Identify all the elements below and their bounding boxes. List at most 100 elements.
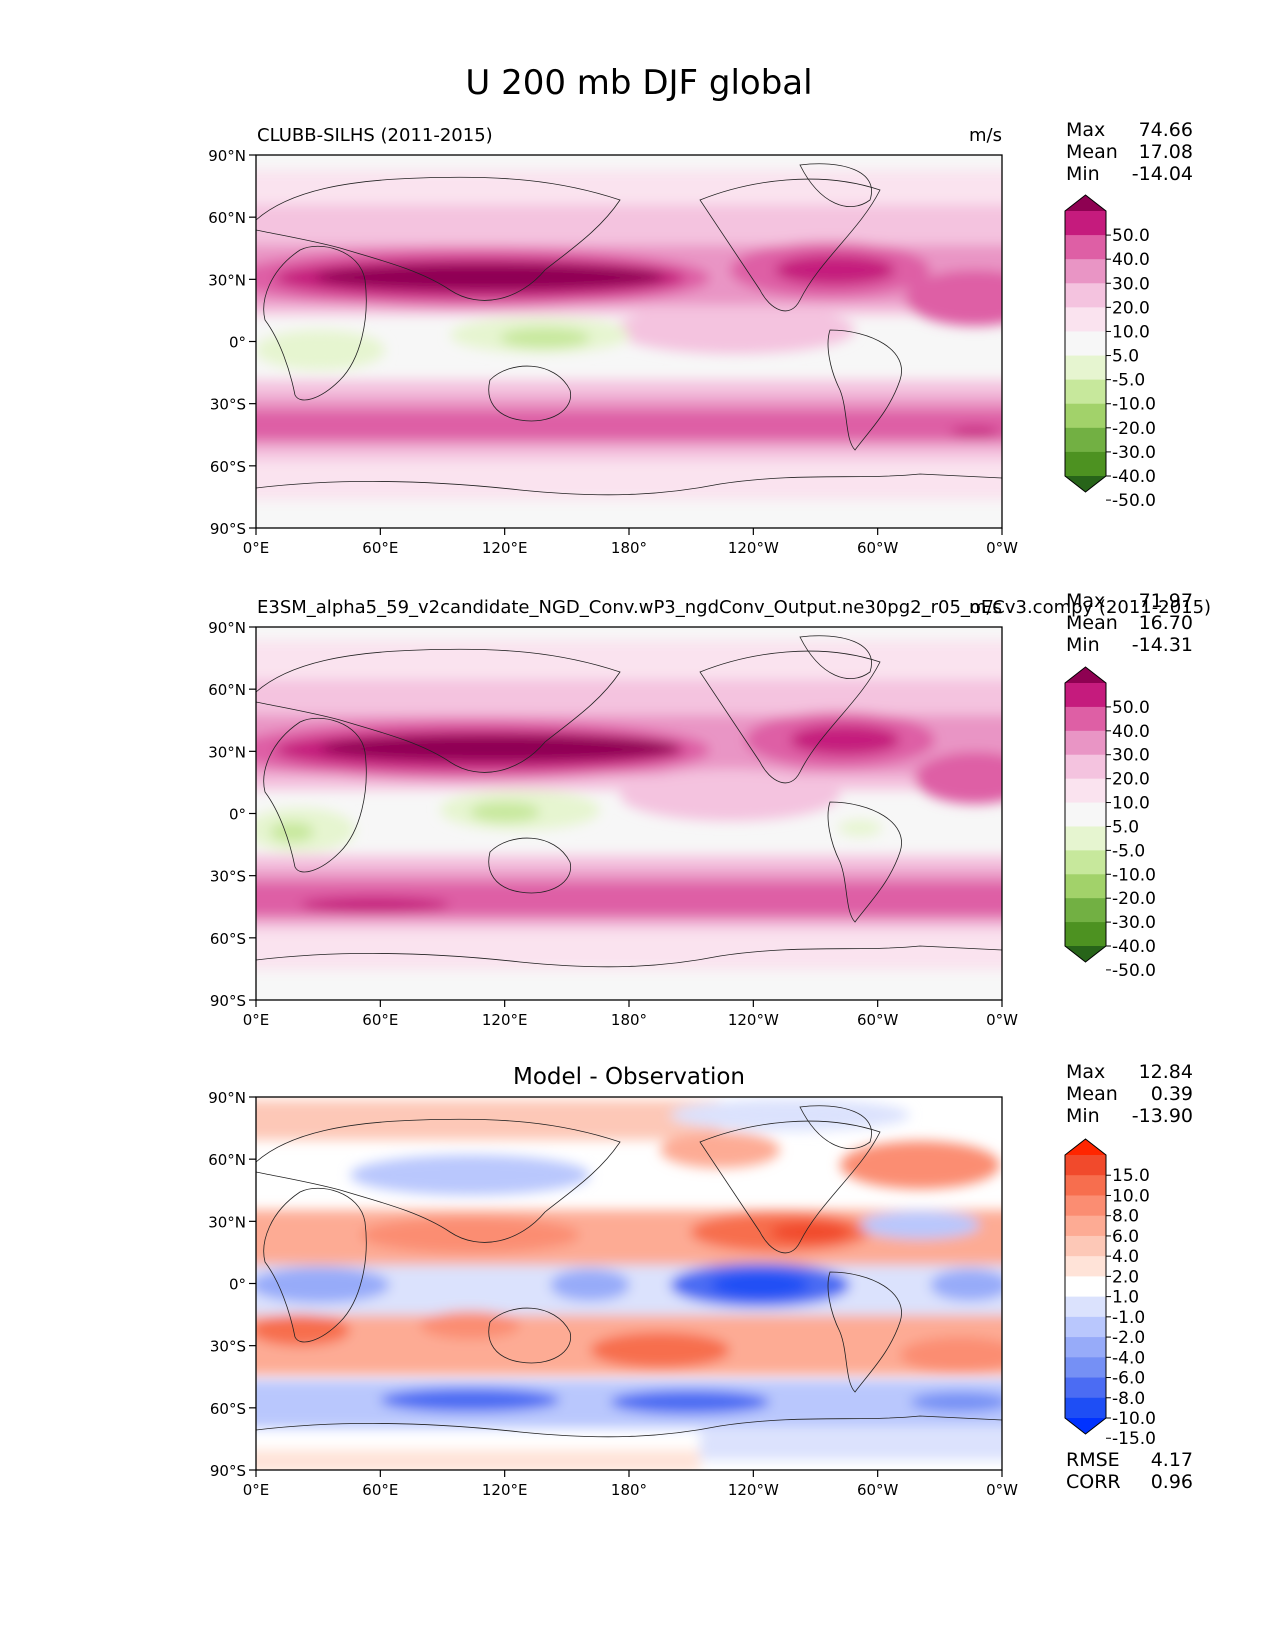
lon-tick-label: 0°W — [986, 1481, 1018, 1499]
colorbar-difference-level-label: -15.0 — [1112, 1429, 1156, 1449]
lon-tick-label: 60°W — [857, 1011, 899, 1029]
lat-tick-label: 30°S — [210, 396, 246, 414]
tropical-easterly-america — [838, 820, 882, 836]
colorbar-reference-level-label: 10.0 — [1112, 794, 1150, 814]
lat-tick-label: 90°S — [210, 1462, 246, 1480]
lat-tick-label: 60°N — [208, 209, 246, 227]
lat-tick-label: 60°N — [208, 1151, 246, 1169]
jet-asia-50 — [320, 735, 680, 761]
colorbar-reference-swatch — [1065, 802, 1106, 828]
coastline-australia — [488, 1307, 571, 1364]
tropical-easterly-africa — [256, 330, 385, 370]
colorbar-difference-swatch — [1065, 1296, 1106, 1318]
colorbar-test-swatch — [1065, 379, 1106, 405]
lon-tick-label: 180° — [611, 1011, 647, 1029]
lon-tick-label: 120°E — [482, 539, 528, 557]
coastline-north-america — [699, 650, 881, 784]
colorbar-test-level-label: -20.0 — [1112, 419, 1156, 439]
diff-eq-neg-pacific-core — [710, 1273, 810, 1297]
colorbar-difference-swatch — [1065, 1235, 1106, 1257]
stat-corr-value: 0.96 — [1151, 1471, 1193, 1493]
colorbar-difference-swatch — [1065, 1195, 1106, 1217]
coastline-greenland — [799, 163, 872, 207]
colorbar-difference-level-label: -1.0 — [1112, 1308, 1145, 1328]
diff-sh60-core-3 — [910, 1392, 1002, 1412]
lon-tick-label: 120°E — [482, 1481, 528, 1499]
panel-test: CLUBB-SILHS (2011-2015) m/s — [255, 119, 1193, 529]
panel-reference-title: E3SM_alpha5_59_v2candidate_NGD_Conv.wP3_… — [257, 597, 1211, 618]
colorbar-reference-level-label: 30.0 — [1112, 746, 1150, 766]
stat-max-value: 71.97 — [1139, 590, 1193, 612]
colorbar-test-level-label: -10.0 — [1112, 395, 1156, 415]
lat-tick-label: 90°S — [210, 520, 246, 538]
colorbar-difference-swatch — [1065, 1175, 1106, 1197]
stat-min-label: Min — [1066, 634, 1100, 656]
colorbar-reference-level-label: -40.0 — [1112, 937, 1156, 957]
colorbar-test-level-label: -30.0 — [1112, 443, 1156, 463]
lat-tick-label: 30°S — [210, 868, 246, 886]
diff-sh30-core-2 — [420, 1311, 520, 1339]
colorbar-test-swatch — [1065, 451, 1106, 477]
stat-corr-label: CORR — [1066, 1471, 1121, 1493]
colorbar-reference-swatch — [1065, 778, 1106, 804]
lat-tick-label: 30°S — [210, 1338, 246, 1356]
lat-tick-label: 0° — [229, 1276, 246, 1294]
stat-rmse-value: 4.17 — [1151, 1449, 1193, 1471]
coastline-eurasia — [256, 176, 621, 301]
band-sh-pale — [256, 930, 1002, 970]
jet-asia-50 — [315, 264, 665, 290]
colorbar-test-level-label: 10.0 — [1112, 322, 1150, 342]
coastline-africa — [263, 1187, 367, 1343]
lon-tick-label: 0°E — [243, 1011, 270, 1029]
band-sh-pale — [256, 460, 1002, 500]
jet-east-atlantic — [915, 752, 1002, 804]
lat-tick-label: 60°S — [210, 1400, 246, 1418]
coastline-antarctica — [256, 473, 1002, 496]
stat-max-label: Max — [1066, 590, 1105, 612]
stat-mean-label: Mean — [1066, 141, 1118, 163]
colorbar-test-swatch — [1065, 427, 1106, 453]
colorbar-difference-swatch — [1065, 1397, 1106, 1419]
lat-tick-label: 30°N — [208, 271, 246, 289]
lon-tick-label: 180° — [611, 1481, 647, 1499]
diff-sh60-core-2 — [610, 1390, 770, 1414]
stat-mean-label: Mean — [1066, 612, 1118, 634]
colorbar-difference-extend-max — [1065, 1139, 1106, 1155]
stat-min-value: -14.04 — [1132, 163, 1193, 185]
stat-mean-value: 16.70 — [1139, 612, 1193, 634]
lat-tick-label: 0° — [229, 334, 246, 352]
stat-min-label: Min — [1066, 163, 1100, 185]
colorbar-reference-swatch — [1065, 898, 1106, 923]
lon-tick-label: 60°W — [857, 1481, 899, 1499]
colorbar-test-level-label: -5.0 — [1112, 371, 1145, 391]
lat-tick-label: 30°N — [208, 1213, 246, 1231]
diff-nh30-core-pacific2 — [770, 1222, 850, 1242]
diff-arctic-neg — [670, 1099, 910, 1131]
colorbar-difference-level-label: 6.0 — [1112, 1227, 1139, 1247]
colorbar-difference-level-label: 4.0 — [1112, 1247, 1139, 1267]
diff-sh30-core-1 — [256, 1314, 350, 1346]
diff-sh30-core-3 — [590, 1332, 730, 1368]
coastline-antarctica — [256, 945, 1002, 968]
colorbar-difference-swatch — [1065, 1377, 1106, 1399]
colorbar-reference-swatch — [1065, 706, 1106, 732]
stat-min-value: -13.90 — [1132, 1105, 1193, 1127]
colorbar-reference-swatch — [1065, 874, 1106, 899]
diff-nh60-neg — [350, 1155, 590, 1195]
diff-nh30-neg-atl — [860, 1211, 980, 1239]
pacific-westerly-duct — [615, 306, 855, 354]
colorbar-test-swatch — [1065, 235, 1106, 260]
jet-sh-core — [950, 427, 1000, 437]
panel-difference: Model - Observation — [255, 1061, 1193, 1493]
colorbar-test-level-label: 20.0 — [1112, 298, 1150, 318]
colorbar-test-extend-min — [1065, 476, 1106, 492]
panel-reference-units: m/s — [969, 597, 1002, 618]
colorbar-reference-level-label: -20.0 — [1112, 889, 1156, 909]
colorbar-reference-level-label: 5.0 — [1112, 817, 1139, 837]
diff-eq-neg-africa — [256, 1267, 390, 1303]
stat-mean-value: 17.08 — [1139, 141, 1193, 163]
lon-tick-label: 60°E — [362, 1481, 398, 1499]
colorbar-reference-level-label: -5.0 — [1112, 841, 1145, 861]
colorbar-test-swatch — [1065, 211, 1106, 236]
lon-tick-label: 60°W — [857, 539, 899, 557]
